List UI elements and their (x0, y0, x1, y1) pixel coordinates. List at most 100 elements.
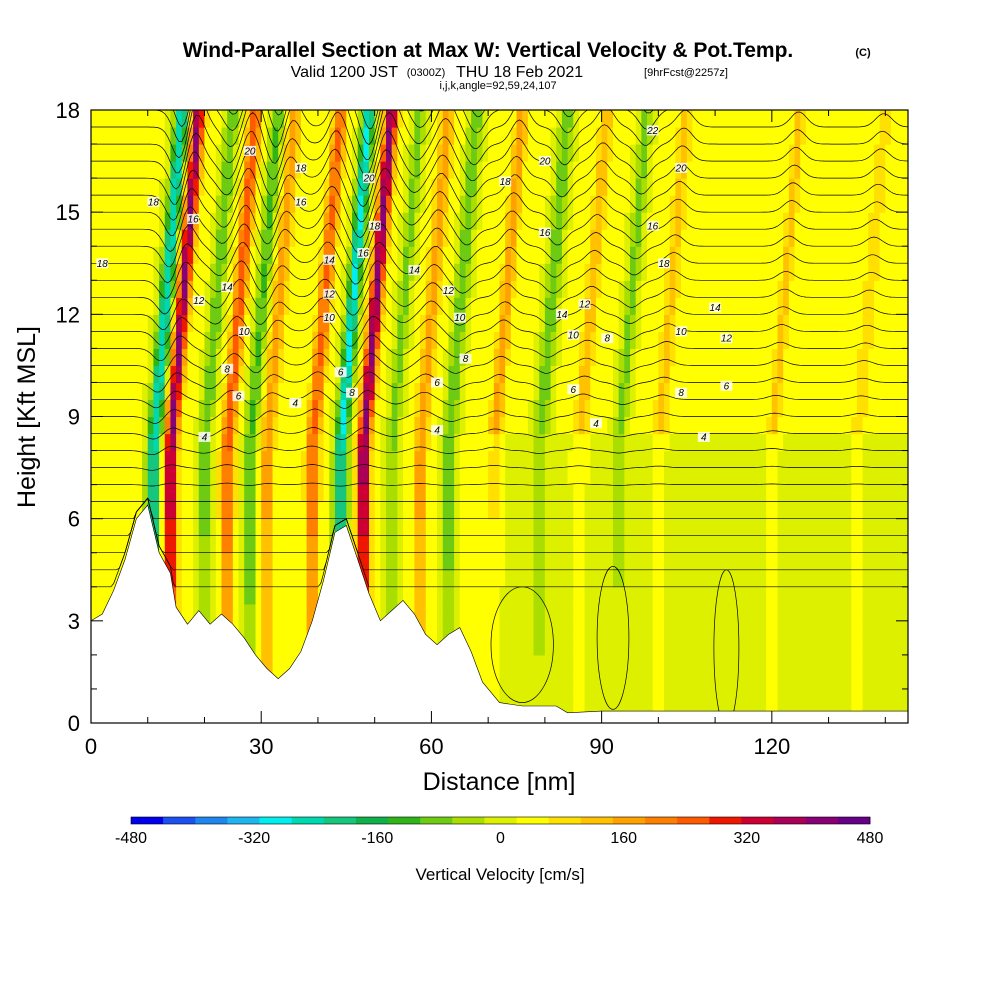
contour-label-45: 4 (697, 431, 710, 443)
contour-label-39: 18 (658, 258, 670, 270)
contour-label-38: 16 (646, 220, 659, 232)
contour-label-text: 20 (538, 157, 551, 168)
contour-label-text: 16 (188, 215, 200, 226)
contour-label-40: 14 (709, 302, 722, 314)
colorbar-tick-label: 320 (733, 830, 760, 847)
utc-time: (0300Z) (407, 67, 446, 79)
contour-label-5: 16 (294, 196, 307, 208)
valid-prefix: Valid 1200 JST (291, 64, 399, 81)
contour-label-text: 20 (675, 163, 688, 174)
contour-label-text: 4 (293, 398, 299, 409)
forecast-info: [9hrFcst@2257z] (644, 67, 728, 79)
contour-label-text: 18 (148, 197, 160, 208)
contour-label-text: 18 (369, 221, 381, 232)
contour-label-4: 18 (294, 162, 307, 174)
contour-label-text: 6 (724, 381, 730, 392)
contour-label-23: 10 (453, 312, 466, 324)
contour-label-text: 18 (658, 259, 670, 270)
contour-label-text: 4 (593, 419, 599, 430)
contour-label-9: 8 (221, 363, 234, 375)
y-tick-label: 6 (68, 507, 80, 532)
colorbar-swatch (645, 817, 678, 824)
contour-label-16: 6 (334, 367, 347, 379)
contour-label-11: 4 (198, 431, 211, 443)
contour-label-3: 20 (243, 145, 256, 157)
colorbar-swatch (516, 817, 550, 824)
y-tick-label: 18 (56, 98, 80, 123)
x-tick-label: 0 (85, 734, 97, 759)
contour-label-text: 6 (236, 392, 242, 403)
contour-label-text: 10 (324, 313, 336, 324)
colorbar-swatch (709, 817, 742, 824)
contour-label-text: 4 (701, 432, 707, 443)
contour-label-15: 10 (323, 312, 336, 324)
contour-label-text: 14 (324, 255, 336, 266)
contour-label-text: 16 (358, 249, 370, 260)
contour-label-34: 4 (590, 418, 602, 430)
contour-label-text: 20 (243, 146, 256, 157)
colorbar-tick-label: 480 (857, 830, 884, 847)
colorbar-swatch (612, 817, 646, 824)
axes: 0 30 60 90 120 0 3 6 9 12 15 18 (56, 98, 908, 759)
colorbar-swatch (452, 817, 485, 824)
contour-label-27: 18 (499, 176, 512, 188)
contour-label-35: 8 (601, 333, 614, 345)
colorbar-swatch (773, 817, 807, 824)
colorbar-swatch (227, 817, 260, 824)
copyright-mark: (C) (855, 47, 871, 59)
contour-label-28: 20 (538, 156, 551, 168)
colorbar-swatch (677, 817, 710, 824)
contour-label-32: 10 (567, 329, 580, 341)
contour-label-22: 12 (442, 285, 455, 297)
contour-label-text: 12 (324, 289, 336, 300)
x-tick-label: 30 (249, 734, 273, 759)
contour-label-text: 10 (568, 330, 580, 341)
contour-label-text: 8 (605, 334, 611, 345)
colorbar-tick-label: -160 (361, 830, 393, 847)
colorbar-label: Vertical Velocity [cm/s] (415, 865, 584, 884)
colorbar-tick-label: -320 (238, 830, 270, 847)
y-tick-label: 9 (68, 405, 80, 430)
contour-label-12: 4 (289, 397, 302, 409)
colorbar-swatch (291, 817, 325, 824)
colorbar-swatch (484, 817, 517, 824)
colorbar-swatch (548, 817, 582, 824)
x-tick-label: 60 (419, 734, 443, 759)
contour-label-text: 18 (500, 177, 512, 188)
x-axis-label: Distance [nm] (423, 768, 576, 796)
contour-label-24: 8 (459, 353, 472, 365)
contour-label-text: 6 (571, 385, 577, 396)
valid-date: THU 18 Feb 2021 (456, 64, 583, 81)
contour-label-text: 14 (409, 266, 421, 277)
y-tick-label: 15 (56, 200, 80, 225)
colorbar-swatch (323, 817, 357, 824)
contour-label-14: 12 (323, 288, 336, 300)
contour-label-text: 12 (443, 286, 455, 297)
contour-label-29: 16 (538, 227, 551, 239)
contour-label-44: 6 (720, 380, 733, 392)
contour-label-10: 6 (232, 391, 245, 403)
contour-label-text: 22 (646, 126, 659, 137)
contour-label-text: 4 (434, 426, 440, 437)
contour-label-13: 14 (323, 254, 336, 266)
potential-temperature-contours (91, 110, 908, 723)
colorbar: -480 -320 -160 0 160 320 480 (115, 816, 884, 847)
contour-label-text: 6 (338, 368, 344, 379)
contour-label-text: 16 (539, 228, 551, 239)
contour-labels: 1818162018161412108644141210682018161412… (96, 125, 733, 443)
contour-label-42: 10 (675, 326, 688, 338)
contour-label-26: 4 (431, 425, 444, 437)
contour-label-text: 16 (295, 197, 307, 208)
contour-label-30: 14 (555, 309, 568, 321)
colorbar-swatch (355, 817, 389, 824)
y-tick-label: 3 (68, 609, 80, 634)
contour-label-2: 16 (187, 214, 200, 226)
colorbar-swatch (805, 817, 839, 824)
contour-label-36: 22 (646, 125, 659, 137)
y-axis-label: Height [Kft MSL] (13, 326, 41, 508)
contour-label-18: 20 (362, 173, 375, 185)
contour-label-text: 14 (222, 283, 234, 294)
x-tick-label: 90 (589, 734, 613, 759)
colorbar-frame (130, 816, 871, 825)
